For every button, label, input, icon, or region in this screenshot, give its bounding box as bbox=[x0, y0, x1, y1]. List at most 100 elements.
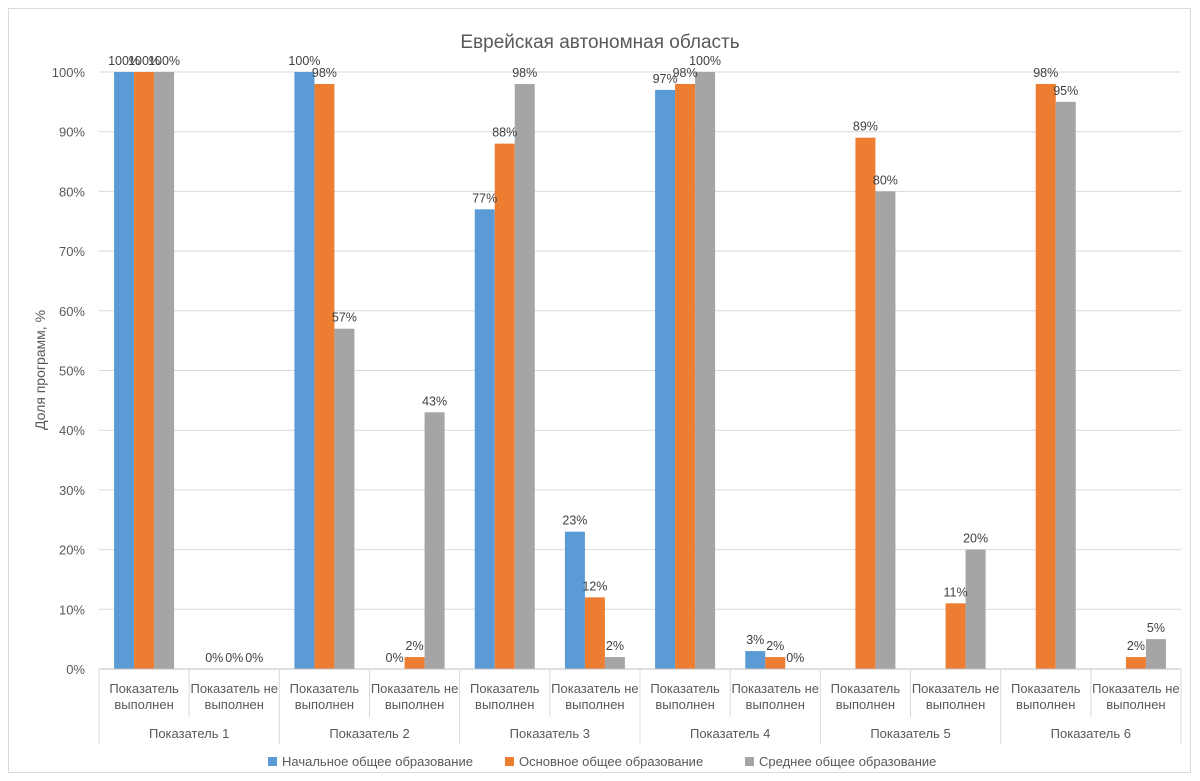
x-group-label: Показатель 2 bbox=[329, 726, 409, 741]
bar bbox=[1055, 101, 1076, 670]
y-tick-label: 90% bbox=[59, 125, 85, 140]
data-label: 0% bbox=[225, 651, 243, 665]
data-label: 100% bbox=[288, 54, 320, 68]
data-label: 0% bbox=[386, 651, 404, 665]
x-subcategory-label: Показатель не выполнен bbox=[912, 681, 1000, 712]
bar bbox=[294, 72, 315, 669]
x-subcategory-label: Показатель не выполнен bbox=[190, 681, 278, 712]
data-label: 88% bbox=[492, 126, 517, 140]
bar bbox=[1145, 639, 1166, 669]
bar bbox=[314, 83, 335, 669]
bar bbox=[494, 143, 515, 669]
data-label: 98% bbox=[673, 66, 698, 80]
data-label: 77% bbox=[472, 191, 497, 205]
bar bbox=[564, 531, 585, 669]
data-label: 95% bbox=[1053, 84, 1078, 98]
y-tick-label: 60% bbox=[59, 304, 85, 319]
data-label: 0% bbox=[205, 651, 223, 665]
bar bbox=[875, 191, 896, 669]
data-label: 2% bbox=[766, 639, 784, 653]
bar bbox=[584, 597, 605, 669]
bar bbox=[695, 72, 716, 669]
bar bbox=[114, 72, 135, 669]
data-label: 98% bbox=[512, 66, 537, 80]
data-label: 57% bbox=[332, 311, 357, 325]
data-label: 89% bbox=[853, 120, 878, 134]
x-subcategory-label: Показатель выполнен bbox=[470, 681, 540, 712]
bar bbox=[514, 83, 535, 669]
y-tick-label: 30% bbox=[59, 483, 85, 498]
legend-label: Среднее общее образование bbox=[759, 754, 936, 769]
x-subcategory-label: Показатель не выполнен bbox=[551, 681, 639, 712]
y-axis-tick-labels: 0% 10% 20% 30% 40% 50% 60% 70% 80% 90% 100% bbox=[52, 65, 86, 677]
chart-title: Еврейская автономная область bbox=[460, 32, 739, 53]
bar bbox=[965, 549, 986, 669]
y-tick-label: 10% bbox=[59, 602, 85, 617]
data-label: 80% bbox=[873, 173, 898, 187]
bar bbox=[675, 83, 696, 669]
data-label: 5% bbox=[1147, 621, 1165, 635]
bar bbox=[154, 72, 175, 669]
bar bbox=[655, 89, 676, 669]
x-group-label: Показатель 6 bbox=[1051, 726, 1131, 741]
x-subcategory-label: Показатель выполнен bbox=[109, 681, 179, 712]
x-group-label: Показатель 5 bbox=[870, 726, 950, 741]
data-label: 2% bbox=[406, 639, 424, 653]
data-label: 11% bbox=[944, 585, 968, 599]
y-tick-label: 80% bbox=[59, 184, 85, 199]
x-subcategory-label: Показатель не выполнен bbox=[371, 681, 459, 712]
y-axis-title: Доля программ, % bbox=[32, 310, 48, 430]
data-label: 0% bbox=[245, 651, 263, 665]
y-tick-label: 40% bbox=[59, 423, 85, 438]
y-tick-label: 20% bbox=[59, 543, 85, 558]
bar bbox=[334, 328, 355, 669]
data-label: 12% bbox=[582, 579, 607, 593]
gridlines bbox=[99, 71, 1181, 670]
bar bbox=[855, 137, 876, 670]
x-subcategory-label: Показатель выполнен bbox=[290, 681, 360, 712]
bar bbox=[745, 651, 766, 669]
x-group-label: Показатель 4 bbox=[690, 726, 770, 741]
bar bbox=[134, 72, 155, 669]
x-group-label: Показатель 1 bbox=[149, 726, 229, 741]
data-label: 100% bbox=[148, 54, 180, 68]
data-label: 3% bbox=[746, 633, 764, 647]
data-label: 20% bbox=[963, 532, 988, 546]
data-label: 98% bbox=[1033, 66, 1058, 80]
data-label: 100% bbox=[689, 54, 721, 68]
bar bbox=[604, 657, 625, 669]
x-subcategory-label: Показатель не выполнен bbox=[731, 681, 819, 712]
data-label: 97% bbox=[653, 72, 678, 86]
x-subcategory-label: Показатель выполнен bbox=[650, 681, 720, 712]
bar bbox=[474, 209, 495, 669]
data-label: 98% bbox=[312, 66, 337, 80]
y-tick-label: 100% bbox=[52, 65, 86, 80]
bar bbox=[1125, 657, 1146, 669]
data-label: 43% bbox=[422, 394, 447, 408]
bar bbox=[1035, 83, 1056, 669]
data-label: 100% bbox=[108, 54, 140, 68]
x-axis: Показатель выполнен Показатель не выполнен П… bbox=[98, 668, 1182, 744]
bar bbox=[765, 657, 786, 669]
data-labels: 100% 0% 100% 0% 77% 23% 97% 3% 100% 0% 98% 2% 88% 12%… bbox=[108, 54, 1165, 665]
y-tick-label: 70% bbox=[59, 244, 85, 259]
y-tick-label: 0% bbox=[66, 662, 85, 677]
data-label: 100% bbox=[128, 54, 160, 68]
x-subcategory-label: Показатель выполнен bbox=[1011, 681, 1081, 712]
bars bbox=[114, 72, 1166, 670]
bar bbox=[404, 657, 425, 669]
legend-label: Начальное общее образование bbox=[282, 754, 473, 769]
x-subcategory-label: Показатель выполнен bbox=[831, 681, 901, 712]
data-label: 0% bbox=[786, 651, 804, 665]
data-label: 2% bbox=[1127, 639, 1145, 653]
y-tick-label: 50% bbox=[59, 364, 85, 379]
data-label: 2% bbox=[606, 639, 624, 653]
x-subcategory-label: Показатель не выполнен bbox=[1092, 681, 1180, 712]
legend-swatch bbox=[268, 757, 277, 766]
legend-label: Основное общее образование bbox=[519, 754, 703, 769]
data-label: 23% bbox=[562, 514, 587, 528]
bar bbox=[424, 412, 445, 669]
bar bbox=[945, 603, 966, 669]
legend: Начальное общее образование Основное обще… bbox=[268, 754, 936, 769]
x-group-label: Показатель 3 bbox=[510, 726, 590, 741]
